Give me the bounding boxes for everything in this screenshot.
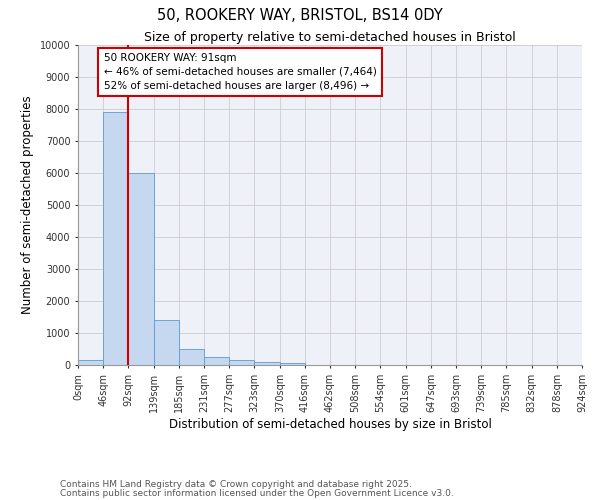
Bar	[204, 357, 229, 365]
Title: Size of property relative to semi-detached houses in Bristol: Size of property relative to semi-detach…	[144, 31, 516, 44]
Text: Contains HM Land Registry data © Crown copyright and database right 2025.: Contains HM Land Registry data © Crown c…	[60, 480, 412, 489]
Bar	[280, 364, 305, 365]
Y-axis label: Number of semi-detached properties: Number of semi-detached properties	[21, 96, 34, 314]
Text: 50, ROOKERY WAY, BRISTOL, BS14 0DY: 50, ROOKERY WAY, BRISTOL, BS14 0DY	[157, 8, 443, 22]
Bar	[103, 112, 128, 365]
Bar	[254, 362, 280, 365]
Text: Contains public sector information licensed under the Open Government Licence v3: Contains public sector information licen…	[60, 489, 454, 498]
Text: 50 ROOKERY WAY: 91sqm
← 46% of semi-detached houses are smaller (7,464)
52% of s: 50 ROOKERY WAY: 91sqm ← 46% of semi-deta…	[104, 53, 377, 91]
Bar	[78, 360, 103, 365]
Bar	[154, 320, 179, 365]
X-axis label: Distribution of semi-detached houses by size in Bristol: Distribution of semi-detached houses by …	[169, 418, 491, 430]
Bar	[179, 349, 204, 365]
Bar	[128, 173, 154, 365]
Bar	[229, 360, 254, 365]
